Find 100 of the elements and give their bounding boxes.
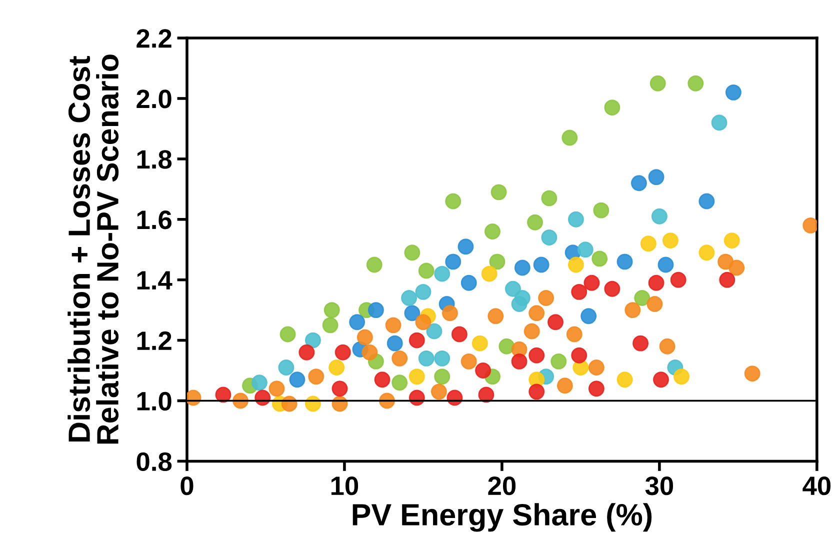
y-tick-label: 1.0 [137,392,172,411]
point [478,386,494,403]
point [489,254,506,270]
point [475,362,492,378]
y-tick-label: 2.0 [136,90,172,108]
point [280,326,296,342]
point [568,211,584,228]
point [385,317,402,334]
point [580,308,597,324]
point [332,380,348,397]
point [408,368,425,385]
point [528,384,545,400]
point [640,236,656,252]
point [445,193,462,210]
point [550,353,567,370]
point [368,302,384,318]
point [504,280,521,297]
point [401,290,418,306]
point [728,260,745,276]
y-tick-label: 1.6 [137,210,172,230]
point [711,114,728,131]
point [349,314,366,330]
point [458,238,474,255]
point [725,84,742,100]
point [430,384,447,400]
point [366,256,382,273]
point [528,347,545,364]
point [719,272,736,288]
point [356,329,373,346]
point [548,314,564,330]
point [577,242,594,258]
point [215,386,232,403]
point [648,274,664,291]
point [674,368,690,385]
y-tick-label: 2.2 [136,29,172,48]
x-axis-title: PV Energy Share (%) [352,503,652,532]
point [404,305,420,322]
point [744,366,760,382]
point [593,202,610,218]
point [562,130,578,146]
point [662,232,678,249]
point [724,232,740,249]
point [646,296,663,312]
point [289,372,306,388]
point [541,230,558,246]
point [304,332,321,348]
point [632,335,649,352]
point [688,75,704,92]
point [324,302,340,318]
point [624,302,641,318]
point [698,244,715,261]
point [268,380,285,397]
x-tick-label: 20 [488,476,516,496]
point [434,368,450,385]
point [392,350,408,366]
point [648,169,664,186]
point [650,75,666,92]
point [442,305,458,322]
point [298,344,315,360]
point [584,274,600,291]
point [392,374,408,391]
x-tick-label: 0 [180,476,194,496]
point [659,338,676,354]
point [408,332,425,348]
y-tick-label: 1.2 [137,331,172,350]
point [533,256,550,273]
point [322,317,338,334]
point [541,190,558,206]
point [658,256,674,273]
point [362,344,378,360]
point [308,368,324,385]
point [604,100,620,116]
point [251,374,268,391]
point [616,254,633,270]
point [498,338,515,354]
point [511,353,528,370]
point [386,335,403,352]
point [556,378,573,394]
point [630,175,647,192]
point [434,266,450,282]
point [616,372,633,388]
y-tick-label: 1.4 [137,271,172,290]
point [524,323,540,340]
point [415,284,432,300]
point [568,256,584,273]
point [445,254,462,270]
point [538,290,554,306]
point [651,208,668,224]
point [566,326,582,342]
point [588,360,604,376]
point [592,250,608,267]
point [634,290,650,306]
point [571,347,588,364]
point [404,244,420,261]
point [278,360,294,376]
x-tick-label: 40 [802,476,831,496]
point [334,344,351,360]
y-tick-label: 1.8 [137,150,172,169]
point [514,260,530,276]
point [415,314,432,330]
